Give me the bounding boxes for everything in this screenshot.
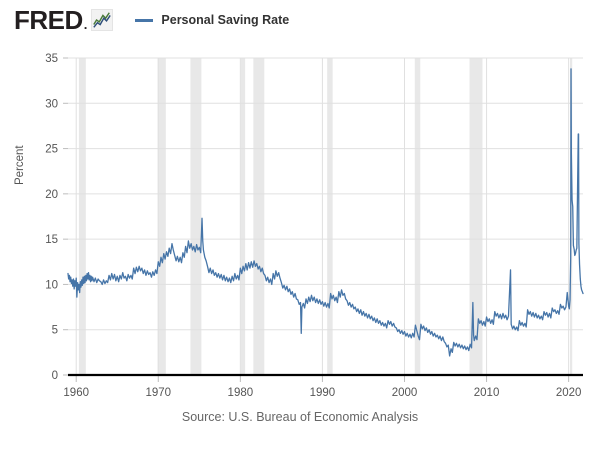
xtick-label: 1970 bbox=[145, 387, 171, 399]
ytick-label: 0 bbox=[52, 370, 58, 382]
xtick-label: 2010 bbox=[474, 387, 500, 399]
y-axis-title: Percent bbox=[14, 145, 26, 185]
xtick-mark-group bbox=[75, 375, 570, 382]
ytick-label: 5 bbox=[52, 325, 58, 337]
source-note: Source: U.S. Bureau of Economic Analysis bbox=[181, 410, 419, 424]
fred-logo-dot: . bbox=[83, 17, 88, 32]
ytick-label: 25 bbox=[45, 144, 58, 156]
ytick-label: 30 bbox=[45, 98, 58, 110]
recession-band bbox=[469, 58, 483, 375]
ytick-label: 10 bbox=[45, 279, 58, 291]
recession-band bbox=[253, 58, 265, 375]
xtick-label: 1980 bbox=[228, 387, 254, 399]
fred-logo[interactable]: FRED . bbox=[14, 5, 114, 35]
xtick-label: 2000 bbox=[392, 387, 418, 399]
series-line-personal-saving-rate bbox=[67, 68, 584, 357]
recession-band bbox=[241, 58, 246, 375]
ytick-label: 15 bbox=[45, 234, 58, 246]
xtick-label: 1960 bbox=[63, 387, 89, 399]
gridline-group bbox=[68, 57, 583, 375]
xtick-label: 2020 bbox=[556, 387, 582, 399]
ytick-mark-group bbox=[63, 57, 68, 376]
legend-color-swatch bbox=[135, 18, 154, 22]
legend-series-label: Personal Saving Rate bbox=[161, 13, 290, 27]
fred-logo-text: FRED bbox=[14, 5, 83, 35]
recession-band bbox=[78, 58, 86, 375]
ytick-label: 35 bbox=[45, 53, 58, 65]
recession-band bbox=[327, 58, 333, 375]
ytick-label-group: 0 5 10 15 20 25 30 35 bbox=[45, 53, 58, 382]
recession-band bbox=[190, 58, 202, 375]
line-chart-icon bbox=[91, 9, 114, 31]
chart-header: FRED . Personal Saving Rate bbox=[0, 0, 600, 40]
ytick-label: 20 bbox=[45, 189, 58, 201]
recession-band bbox=[157, 58, 166, 375]
xtick-label-group: 1960 1970 1980 1990 2000 2010 2020 bbox=[63, 387, 581, 399]
chart-legend: Personal Saving Rate bbox=[135, 13, 289, 27]
recession-band bbox=[414, 58, 421, 375]
xtick-label: 1990 bbox=[310, 387, 336, 399]
